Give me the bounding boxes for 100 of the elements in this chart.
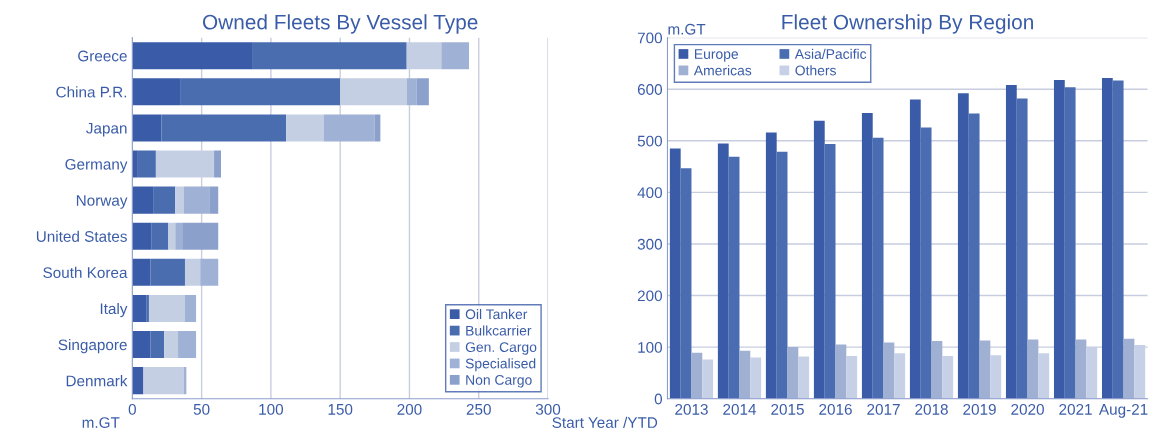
y-tick-label: 600: [637, 84, 663, 95]
x-tick-label: 2020: [1011, 403, 1044, 415]
x-tick-label: Aug-21: [1098, 403, 1148, 418]
bar: [151, 222, 169, 250]
bar: [132, 150, 138, 178]
legend-label: Oil Tanker: [465, 308, 528, 320]
bar: [1038, 353, 1050, 399]
x-tick-label: 200: [397, 403, 422, 415]
bar: [164, 331, 179, 359]
x-tick-label: 2017: [867, 403, 900, 415]
bar: [132, 186, 154, 214]
bar: [252, 42, 407, 70]
x-axis-title: Start Year /YTD: [552, 416, 658, 428]
bar: [691, 352, 703, 399]
bar: [146, 294, 149, 322]
bar: [184, 258, 201, 286]
bar: [787, 347, 799, 399]
bar: [861, 112, 873, 399]
bar: [990, 355, 1002, 399]
bar: [132, 78, 181, 106]
legend-label: Specialised: [465, 358, 536, 372]
bar: [209, 186, 219, 214]
y-tick-label: Norway: [76, 195, 128, 209]
y-tick-label: 700: [637, 32, 663, 44]
legend-label: Gen. Cargo: [465, 342, 537, 355]
bar: [1112, 80, 1124, 399]
bar: [137, 150, 156, 178]
x-tick-label: 2014: [723, 403, 757, 415]
bar: [161, 114, 287, 142]
bar: [150, 331, 165, 359]
bar: [968, 113, 980, 399]
bar: [1053, 79, 1065, 399]
x-tick-label: 2021: [1059, 403, 1092, 415]
x-tick-label: 2016: [819, 403, 852, 415]
bar: [739, 350, 751, 399]
y-axis-title: m.GT: [668, 23, 706, 35]
bar: [883, 342, 895, 399]
bar: [957, 93, 969, 399]
bar: [728, 156, 740, 399]
bar: [1123, 338, 1135, 399]
bar: [813, 120, 825, 399]
bar: [150, 258, 185, 286]
legend-label: Americas: [693, 65, 752, 76]
legend-label: Non Cargo: [466, 375, 532, 388]
bar: [214, 150, 222, 178]
bar: [178, 331, 197, 359]
bar: [132, 42, 253, 70]
x-tick-label: 100: [259, 403, 284, 415]
bar: [406, 78, 417, 106]
bar: [132, 331, 151, 359]
x-tick-label: 0: [128, 403, 136, 415]
bar: [132, 294, 147, 322]
bar: [1005, 85, 1017, 399]
legend-label: Others: [795, 65, 836, 76]
chart-title: Fleet Ownership By Region: [782, 14, 1033, 34]
bar: [909, 99, 921, 399]
x-tick-label: 150: [328, 403, 353, 415]
bar: [1064, 87, 1076, 399]
bar: [168, 222, 176, 250]
bar: [183, 186, 210, 214]
x-tick-label: 2015: [771, 403, 804, 415]
y-tick-label: China P.R.: [56, 86, 127, 98]
bar: [931, 340, 943, 399]
bar: [835, 344, 847, 399]
bar: [286, 114, 324, 142]
chart-title: Owned Fleets By Vessel Type: [202, 14, 478, 34]
y-tick-label: 400: [637, 187, 663, 199]
bar: [180, 78, 341, 106]
bar: [1101, 77, 1113, 399]
bar: [680, 168, 692, 399]
legend-label: Bulkcarrier: [466, 325, 532, 336]
x-axis-title: m.GT: [82, 417, 120, 428]
y-tick-label: United States: [36, 230, 127, 242]
y-tick-label: 100: [638, 341, 663, 353]
x-tick-label: 2019: [963, 403, 996, 415]
bar: [132, 222, 152, 250]
y-tick-label: 300: [637, 238, 663, 250]
y-tick-label: 500: [637, 135, 663, 147]
y-tick-label: Singapore: [58, 339, 127, 354]
bar: [323, 114, 375, 142]
bar: [200, 258, 219, 286]
bar: [132, 367, 144, 395]
bar: [702, 359, 714, 399]
bar: [669, 148, 681, 399]
x-tick-label: 300: [535, 403, 561, 415]
x-tick-label: 2013: [675, 403, 708, 415]
bar: [175, 186, 184, 214]
bar: [143, 367, 184, 395]
bar: [920, 127, 932, 399]
bar: [182, 222, 219, 250]
bar: [824, 143, 836, 399]
bar: [798, 356, 810, 399]
bar: [416, 78, 429, 106]
y-tick-label: Germany: [65, 158, 128, 173]
bar: [1027, 339, 1039, 399]
x-tick-label: 2018: [915, 403, 948, 415]
bar: [441, 42, 470, 70]
bar: [872, 137, 884, 399]
bar: [894, 353, 906, 399]
bar: [1016, 98, 1028, 399]
